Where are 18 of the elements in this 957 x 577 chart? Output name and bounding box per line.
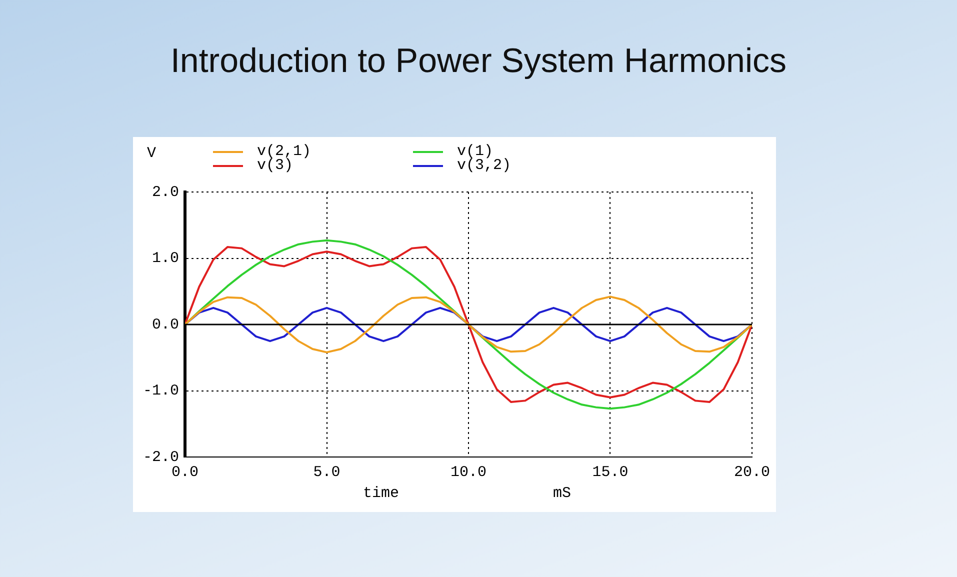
y-tick-label: 0.0 <box>152 316 180 334</box>
legend-label: v(3,2) <box>456 157 512 174</box>
legend-label: v(1) <box>456 143 494 160</box>
x-tick-label: 0.0 <box>172 464 199 481</box>
x-tick-label: 10.0 <box>450 464 487 481</box>
y-tick-label: 2.0 <box>152 184 180 201</box>
y-axis-title: V <box>147 145 156 162</box>
chart-title: Introduction to Power System Harmonics <box>169 42 788 81</box>
legend-label: v(3) <box>256 157 294 174</box>
text: mS <box>553 485 572 502</box>
x-tick-label: 15.0 <box>592 464 628 481</box>
y-tick-label: 1.0 <box>152 250 180 268</box>
x-tick-label: 5.0 <box>313 464 340 481</box>
y-tick-label: -1.0 <box>142 382 180 400</box>
y-tick-label: -2.0 <box>142 448 180 466</box>
x-tick-label: 20.0 <box>734 464 770 481</box>
x-axis-title: time <box>363 485 400 502</box>
legend-label: v(2,1) <box>256 143 312 160</box>
